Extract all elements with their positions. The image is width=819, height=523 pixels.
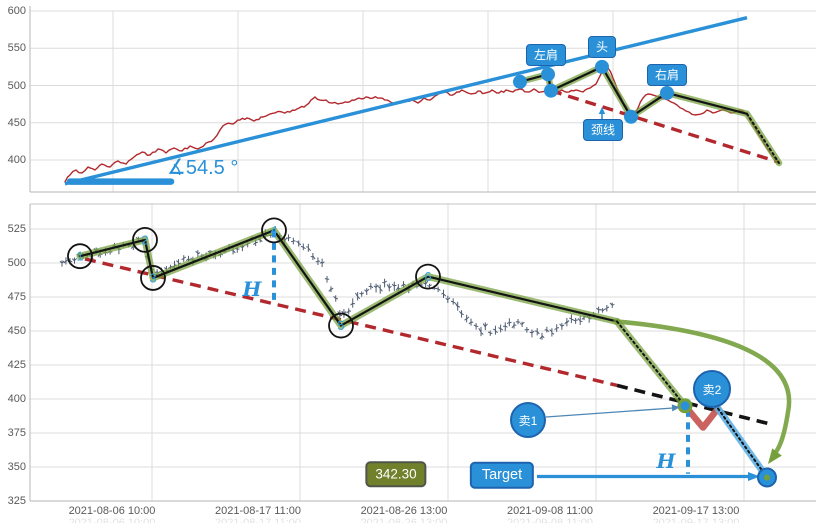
y-tick-label: 400	[7, 393, 26, 405]
y-tick-label: 450	[7, 116, 26, 129]
svg-text:3: 3	[149, 270, 156, 285]
y-tick-label: 600	[7, 5, 26, 17]
x-tick-label: 2021-08-26 13:00	[360, 517, 448, 523]
svg-text:1: 1	[76, 249, 83, 264]
y-tick-label: 325	[7, 495, 26, 507]
target-price-badge: 342.30	[365, 461, 427, 487]
x-tick-label: 2021-09-08 11:00	[506, 505, 594, 517]
sell1-pointer-arrow	[545, 404, 680, 418]
neckline-dashed	[550, 89, 780, 164]
y-tick-label: 350	[7, 461, 26, 473]
angle-value: 54.5	[185, 157, 225, 179]
sell-projection	[681, 402, 771, 481]
y-tick-label: 475	[7, 291, 26, 303]
target-arrow	[537, 467, 777, 488]
y-tick-label: 400	[7, 154, 26, 166]
target-badge: Target	[469, 461, 535, 489]
y-tick-label: 550	[7, 42, 26, 55]
y-tick-label: 500	[7, 257, 26, 269]
height-markers	[272, 230, 690, 474]
x-tick-label: 2021-09-08 11:00	[506, 517, 594, 523]
sell1-marker-badge: 卖1	[510, 402, 546, 438]
y-tick-label: 375	[7, 427, 26, 439]
label-head: 头	[587, 36, 617, 58]
x-tick-label: 2021-08-17 11:00	[214, 505, 302, 517]
svg-text:4: 4	[270, 223, 277, 238]
x-tick-label: 2021-08-26 13:00	[360, 505, 448, 517]
y-tick-label: 425	[7, 359, 26, 371]
angle-icon: ∡	[167, 156, 186, 179]
head-shoulders-zigzag	[513, 59, 783, 167]
x-tick-label: 2021-08-06 10:00	[68, 505, 156, 517]
y-tick-label: 525	[7, 223, 26, 235]
x-tick-label: 2021-09-17 13:00	[652, 517, 740, 523]
label-right-shoulder: 右肩	[646, 64, 688, 86]
sell1-point-marker	[677, 398, 693, 414]
svg-text:2: 2	[141, 232, 148, 247]
x-tick-label: 2021-08-17 11:00	[214, 517, 302, 523]
label-left-shoulder: 左肩	[525, 44, 567, 66]
svg-text:6: 6	[424, 269, 431, 284]
gridlines	[29, 6, 816, 502]
sell2-marker-badge: 卖2	[693, 370, 731, 408]
degree-sign: °	[230, 157, 239, 179]
x-tick-label: 2021-09-17 13:00	[652, 505, 740, 517]
svg-text:5: 5	[337, 318, 344, 333]
height-label-2: H	[656, 449, 676, 473]
y-tick-label: 450	[7, 325, 26, 337]
pivot-circles: 1 2 3 4 5 6	[67, 217, 441, 339]
height-label-1: H	[242, 277, 262, 301]
angle-annotation: ∡54.5 °	[167, 156, 239, 179]
y-tick-label: 500	[7, 79, 26, 92]
projection-arc	[616, 319, 792, 464]
label-neckline: 颈线	[582, 119, 624, 141]
trend-line-blue	[64, 16, 748, 186]
top-price-line	[64, 67, 780, 183]
x-tick-label: 2021-08-06 10:00	[68, 517, 156, 523]
